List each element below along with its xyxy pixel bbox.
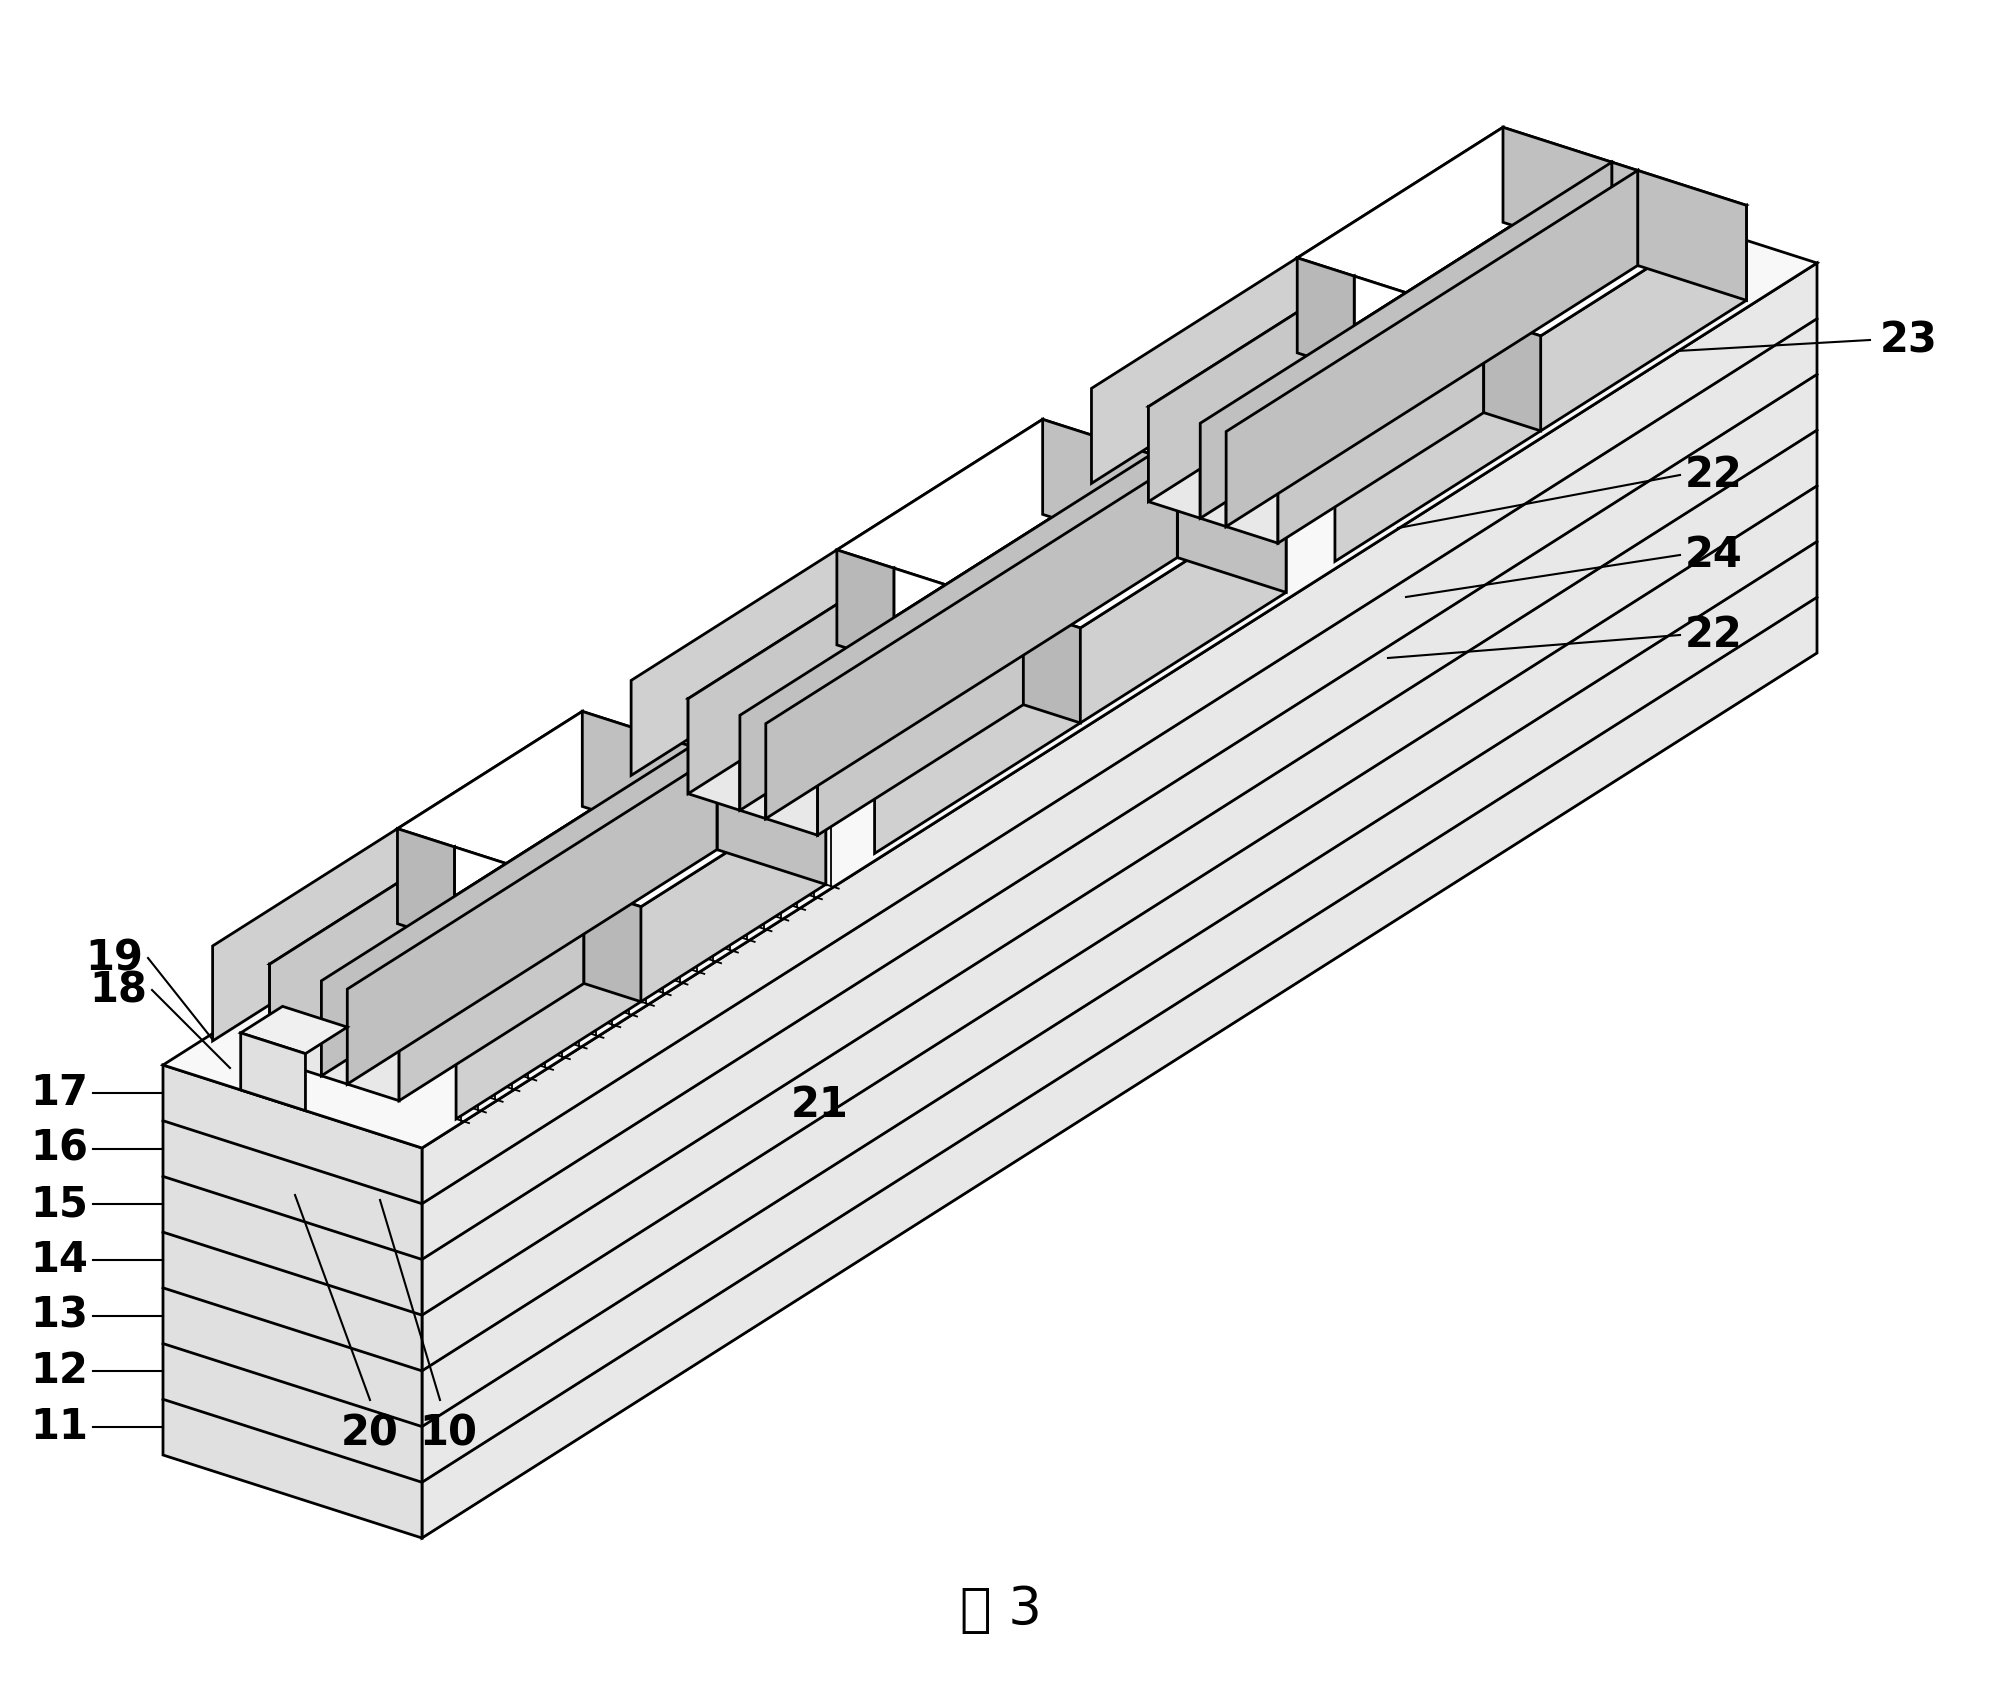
Polygon shape <box>1298 257 1354 372</box>
Polygon shape <box>1226 432 1278 543</box>
Polygon shape <box>585 888 641 1002</box>
Polygon shape <box>162 180 1817 1149</box>
Text: 20: 20 <box>341 1411 399 1453</box>
Text: 图 3: 图 3 <box>959 1584 1042 1637</box>
Polygon shape <box>1200 161 1612 518</box>
Polygon shape <box>270 964 320 1076</box>
Text: 11: 11 <box>30 1406 88 1448</box>
Polygon shape <box>347 871 585 1006</box>
Text: 24: 24 <box>1685 533 1743 575</box>
Polygon shape <box>583 711 691 841</box>
Polygon shape <box>1200 424 1226 526</box>
Polygon shape <box>689 569 893 794</box>
Text: 15: 15 <box>30 1182 88 1224</box>
Polygon shape <box>212 711 583 1041</box>
Polygon shape <box>1152 471 1226 511</box>
Polygon shape <box>1432 170 1747 336</box>
Polygon shape <box>320 981 347 1085</box>
Polygon shape <box>240 1006 347 1053</box>
Polygon shape <box>1278 318 1484 543</box>
Polygon shape <box>1152 503 1178 557</box>
Polygon shape <box>320 747 717 989</box>
Polygon shape <box>423 262 1817 1537</box>
Polygon shape <box>765 463 1178 819</box>
Text: 17: 17 <box>30 1071 88 1113</box>
Polygon shape <box>397 711 691 863</box>
Polygon shape <box>691 747 717 849</box>
Text: 14: 14 <box>30 1240 88 1282</box>
Polygon shape <box>837 550 893 663</box>
Polygon shape <box>739 454 1178 723</box>
Text: 23: 23 <box>1881 320 1937 362</box>
Text: 13: 13 <box>30 1295 88 1337</box>
Polygon shape <box>689 698 739 811</box>
Polygon shape <box>765 594 1024 740</box>
Polygon shape <box>1178 463 1286 592</box>
Polygon shape <box>457 789 825 1119</box>
Polygon shape <box>1334 205 1747 562</box>
Text: 21: 21 <box>791 1083 849 1125</box>
Polygon shape <box>971 463 1286 627</box>
Polygon shape <box>397 829 455 942</box>
Polygon shape <box>1226 301 1484 447</box>
Polygon shape <box>739 454 1152 811</box>
Polygon shape <box>739 715 765 819</box>
Polygon shape <box>1638 170 1747 301</box>
Polygon shape <box>1502 128 1612 257</box>
Text: 18: 18 <box>88 969 146 1011</box>
Polygon shape <box>1148 276 1406 424</box>
Polygon shape <box>691 794 717 849</box>
Polygon shape <box>1226 170 1638 526</box>
Polygon shape <box>399 888 585 1100</box>
Polygon shape <box>1298 128 1612 293</box>
Polygon shape <box>533 755 825 907</box>
Polygon shape <box>1152 454 1178 557</box>
Polygon shape <box>765 723 817 836</box>
Polygon shape <box>631 419 1044 775</box>
Polygon shape <box>1484 318 1540 431</box>
Text: 12: 12 <box>30 1351 88 1393</box>
Polygon shape <box>270 848 507 981</box>
Polygon shape <box>320 747 691 1076</box>
Polygon shape <box>1612 161 1638 266</box>
Polygon shape <box>875 498 1286 853</box>
Polygon shape <box>691 764 765 802</box>
Text: 22: 22 <box>1685 454 1743 496</box>
Polygon shape <box>240 1033 304 1110</box>
Polygon shape <box>1092 128 1502 483</box>
Polygon shape <box>347 755 717 1085</box>
Polygon shape <box>1024 609 1080 723</box>
Polygon shape <box>347 989 399 1100</box>
Polygon shape <box>1044 419 1152 550</box>
Polygon shape <box>1148 407 1200 518</box>
Polygon shape <box>1148 276 1354 501</box>
Polygon shape <box>817 609 1024 836</box>
Text: 16: 16 <box>30 1127 88 1169</box>
Polygon shape <box>1200 161 1638 432</box>
Polygon shape <box>717 755 825 885</box>
Polygon shape <box>765 463 1178 819</box>
Text: 22: 22 <box>1685 614 1743 656</box>
Polygon shape <box>162 1065 423 1537</box>
Polygon shape <box>689 569 945 715</box>
Polygon shape <box>347 755 717 1085</box>
Polygon shape <box>837 419 1152 585</box>
Text: 10: 10 <box>419 1411 477 1453</box>
Polygon shape <box>1226 170 1638 526</box>
Text: 19: 19 <box>84 937 142 979</box>
Polygon shape <box>270 848 455 1060</box>
